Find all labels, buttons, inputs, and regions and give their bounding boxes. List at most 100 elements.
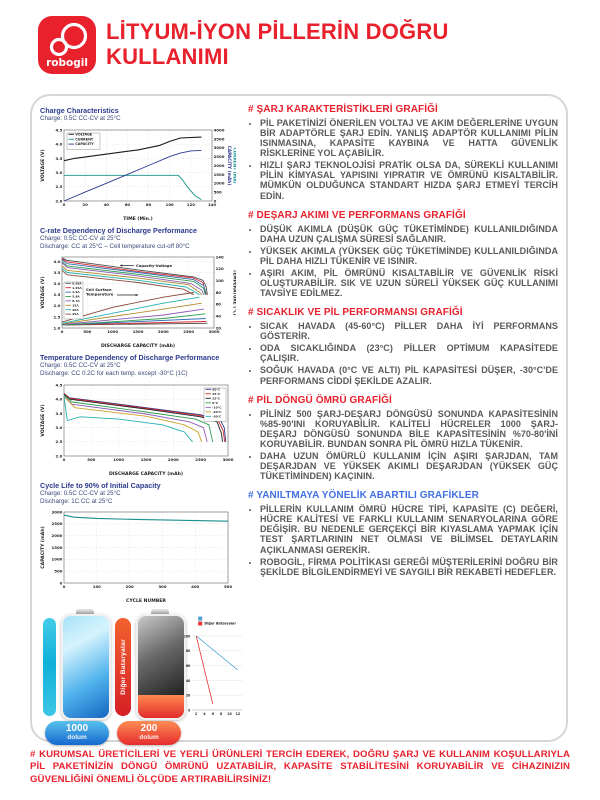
svg-text:60: 60 (216, 302, 222, 307)
bullet: AŞIRI AKIM, PİL ÖMRÜNÜ KISALTABİLİR VE G… (260, 268, 558, 298)
svg-text:3500: 3500 (214, 136, 225, 141)
svg-text:12: 12 (236, 712, 240, 716)
temperature-discharge-plot: 0 500 1000 1500 2000 2500 3000 2.0 2.5 3.0 3.5 4.0 4… (40, 382, 233, 476)
svg-text:2500: 2500 (183, 329, 194, 334)
chart-block-cycle-life: Cycle Life to 90% of Initial Capacity Ch… (40, 481, 245, 604)
svg-text:100: 100 (93, 584, 101, 589)
svg-text:500: 500 (83, 329, 91, 334)
battery-terminal (76, 609, 94, 616)
svg-text:CURRENT (mA): CURRENT (mA) (232, 147, 237, 183)
svg-text:3.5: 3.5 (53, 270, 60, 275)
svg-text:VOLTAGE (V): VOLTAGE (V) (40, 149, 46, 181)
chart-subtitle: Discharge: CC 0.2C for each temp. except… (40, 370, 188, 377)
other-batteries-strip: Diğer Bataryalar (115, 618, 131, 717)
svg-text:100: 100 (216, 278, 224, 283)
svg-text:TEMPERATURE (°C): TEMPERATURE (°C) (232, 270, 237, 316)
cycles-1000-unit: dolum (67, 734, 87, 742)
page-title: LİTYUM-İYON PİLLERİN DOĞRU KULLANIMI (106, 19, 546, 69)
svg-text:0: 0 (188, 709, 191, 713)
title-line-1: LİTYUM-İYON PİLLERİN DOĞRU (106, 19, 449, 44)
bullet: ROBOGİL, FİRMA POLİTİKASI GEREĞİ MÜŞTERİ… (260, 557, 558, 577)
chart-title: Charge Characteristics (40, 106, 119, 115)
svg-text:400: 400 (191, 584, 199, 589)
cycles-1000-value: 1000 (65, 723, 89, 735)
svg-text:2.9A: 2.9A (72, 290, 80, 294)
svg-text:60: 60 (186, 664, 191, 668)
svg-text:140: 140 (208, 202, 216, 207)
cycles-200-value: 200 (140, 723, 158, 735)
robogil-logo: robogil (38, 16, 96, 74)
svg-text:CAPACITY (mAh): CAPACITY (mAh) (40, 527, 46, 569)
bullet: ODA SICAKLIĞINDA (23°C) PİLLER OPTİMUM K… (260, 343, 558, 363)
svg-text:DISCHARGE CAPACITY (mAh): DISCHARGE CAPACITY (mAh) (109, 471, 183, 476)
cycles-1000-badge: 1000 dolum (45, 721, 109, 746)
section-temperature: # SICAKLIK VE PİL PERFORMANSI GRAFİĞİ SI… (248, 307, 558, 385)
section-discharge: # DEŞARJ AKIMI VE PERFORMANS GRAFİĞİ DÜŞ… (248, 210, 558, 299)
bullet-list: PİLİNİZ 500 ŞARJ-DEŞARJ DÖNGÜSÜ SONUNDA … (248, 409, 558, 482)
bullet: DÜŞÜK AKIMLA (DÜŞÜK GÜÇ TÜKETİMİNDE) KUL… (260, 224, 558, 244)
svg-text:4: 4 (203, 712, 206, 716)
svg-text:2000: 2000 (158, 329, 169, 334)
section-heading: # SICAKLIK VE PİL PERFORMANSI GRAFİĞİ (248, 307, 463, 319)
bullet: DAHA UZUN ÖMÜRLÜ KULLANIM İÇİN AŞIRI ŞAR… (260, 451, 558, 481)
bullet: YÜKSEK AKIMLA (YÜKSEK GÜÇ TÜKETİMİNDE) K… (260, 246, 558, 266)
svg-text:4.5: 4.5 (55, 382, 62, 387)
svg-text:4.0: 4.0 (53, 259, 60, 264)
low-charge-fill (138, 694, 184, 719)
bullet: HIZLI ŞARJ TEKNOLOJİSİ PRATİK OLSA DA, S… (260, 160, 558, 200)
text-column: # ŞARJ KARAKTERİSTİKLERİ GRAFİĞİ PİL PAK… (248, 104, 558, 586)
crate-discharge-plot: 0 500 1000 1500 2000 2500 3000 1.0 1.5 2.0 2.5 3.0 3… (40, 255, 237, 349)
svg-text:1.45A: 1.45A (72, 286, 82, 290)
bullet: PİL PAKETİNİZİ ÖNERİLEN VOLTAJ VE AKIM D… (260, 118, 558, 158)
full-battery-illustration (61, 614, 111, 721)
svg-text:60°C: 60°C (212, 387, 221, 391)
svg-text:CAPACITY (mAh): CAPACITY (mAh) (226, 145, 232, 185)
svg-text:0: 0 (63, 584, 66, 589)
svg-text:60: 60 (125, 202, 131, 207)
svg-text:3000: 3000 (214, 145, 225, 150)
bullet: SOĞUK HAVADA (0°C VE ALTI) PİL KAPASİTES… (260, 365, 558, 385)
chart-title: Temperature Dependency of Discharge Perf… (40, 353, 220, 363)
svg-text:2.5: 2.5 (53, 292, 60, 297)
svg-text:0°C: 0°C (212, 401, 219, 405)
chart-subtitle: Charge: 0.5C CC-CV at 25°C (40, 489, 121, 497)
empty-battery-illustration (136, 614, 186, 721)
svg-text:1000: 1000 (214, 180, 225, 185)
bullet: PİLİNİZ 500 ŞARJ-DEŞARJ DÖNGÜSÜ SONUNDA … (260, 409, 558, 449)
svg-text:300: 300 (158, 584, 166, 589)
svg-text:1500: 1500 (52, 545, 63, 550)
svg-text:Capacity-Voltage: Capacity-Voltage (136, 263, 173, 268)
svg-text:1000: 1000 (113, 457, 124, 462)
bullet-list: SICAK HAVADA (45-60°C) PİLLER DAHA İYİ P… (248, 321, 558, 385)
chart-block-charge: Charge Characteristics Charge: 0.5C CC-C… (40, 106, 245, 221)
svg-text:80: 80 (146, 202, 152, 207)
svg-text:-30°C: -30°C (212, 414, 222, 418)
svg-text:4.0: 4.0 (55, 141, 62, 146)
section-heading: # DEŞARJ AKIMI VE PERFORMANS GRAFİĞİ (248, 209, 466, 221)
chart-block-crate: C-rate Dependency of Discharge Performan… (40, 226, 245, 349)
cycle-life-plot: 0 100 200 300 400 500050010001500200025003000… (40, 510, 232, 604)
svg-text:500: 500 (214, 189, 222, 194)
svg-text:45°C: 45°C (212, 392, 221, 396)
svg-text:2500: 2500 (52, 521, 63, 526)
svg-text:2.5: 2.5 (55, 184, 62, 189)
misleading-comparison-plot: 2 4 6 8 10 12 0 20 40 60 80 100 Diğer Bataryalar (184, 616, 242, 716)
section-misleading-charts: # YANILTMAYA YÖNELİK ABARTILI GRAFİKLER … (248, 490, 558, 577)
svg-text:CYCLE NUMBER: CYCLE NUMBER (126, 598, 166, 603)
svg-text:3000: 3000 (209, 329, 220, 334)
svg-text:0: 0 (61, 329, 64, 334)
section-charge: # ŞARJ KARAKTERİSTİKLERİ GRAFİĞİ PİL PAK… (248, 104, 558, 201)
svg-text:500: 500 (87, 457, 95, 462)
section-heading: # PİL DÖNGÜ ÖMRÜ GRAFİĞİ (248, 394, 392, 406)
svg-text:6: 6 (212, 712, 215, 716)
svg-text:4.0: 4.0 (55, 396, 62, 401)
svg-text:100: 100 (184, 635, 191, 639)
svg-text:8: 8 (220, 712, 223, 716)
svg-text:CURRENT: CURRENT (75, 137, 94, 141)
svg-text:1.0: 1.0 (53, 326, 60, 331)
svg-text:VOLTAGE: VOLTAGE (75, 132, 93, 136)
svg-text:2.0: 2.0 (53, 303, 60, 308)
svg-text:40: 40 (104, 202, 110, 207)
